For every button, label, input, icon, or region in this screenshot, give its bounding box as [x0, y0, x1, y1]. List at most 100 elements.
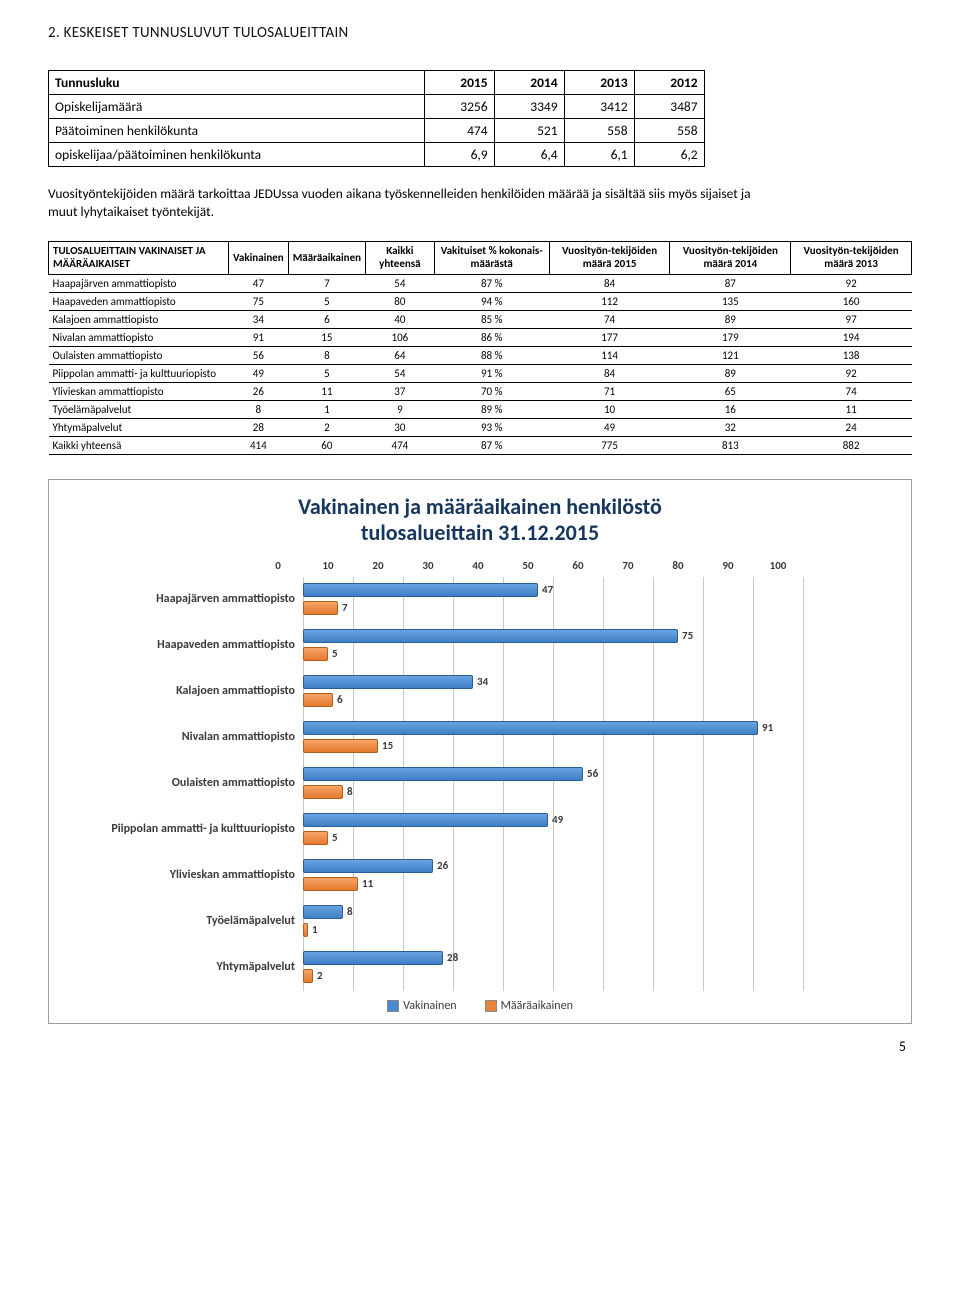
detail-head-c4: Vuosityön-tekijöiden määrä 2015 — [549, 242, 670, 274]
bar-vakinainen — [303, 767, 583, 781]
bar-value-vakinainen: 56 — [583, 767, 598, 781]
detail-head-c3: Vakituiset % kokonais-määrästä — [434, 242, 549, 274]
x-axis: 0102030405060708090100 — [303, 559, 803, 573]
bar-value-maaraaikainen: 2 — [313, 969, 323, 983]
detail-row-label: Yhtymäpalvelut — [49, 418, 229, 436]
detail-cell: 1 — [288, 400, 365, 418]
table-row: Työelämäpalvelut81989 %101611 — [49, 400, 912, 418]
detail-cell: 813 — [670, 436, 791, 454]
detail-head-c1: Määräaikainen — [288, 242, 365, 274]
detail-head-c5: Vuosityön-tekijöiden määrä 2014 — [670, 242, 791, 274]
detail-row-label: Nivalan ammattiopisto — [49, 328, 229, 346]
bar-maaraaikainen — [303, 831, 328, 845]
chart-plot: Haapajärven ammattiopisto477Haapaveden a… — [67, 577, 893, 991]
chart-row: Haapaveden ammattiopisto755 — [67, 623, 893, 669]
detail-cell: 11 — [288, 382, 365, 400]
detail-cell: 70 % — [434, 382, 549, 400]
x-tick: 50 — [503, 559, 553, 572]
chart-row: Haapajärven ammattiopisto477 — [67, 577, 893, 623]
table-row: Oulaisten ammattiopisto5686488 %11412113… — [49, 346, 912, 364]
bar-value-vakinainen: 28 — [443, 951, 458, 965]
table-row: Päätoiminen henkilökunta474521558558 — [49, 119, 705, 143]
bar-maaraaikainen — [303, 969, 313, 983]
bar-value-maaraaikainen: 7 — [338, 601, 348, 615]
x-tick: 10 — [303, 559, 353, 572]
bar-maaraaikainen — [303, 785, 343, 799]
ind-cell: 521 — [494, 119, 564, 143]
bar-maaraaikainen — [303, 739, 378, 753]
table-row: Haapaveden ammattiopisto7558094 %1121351… — [49, 292, 912, 310]
legend-swatch-blue — [387, 1000, 399, 1012]
table-row: Opiskelijamäärä3256334934123487 — [49, 95, 705, 119]
chart-row-label: Haapaveden ammattiopisto — [67, 639, 303, 652]
ind-head-1: 2015 — [424, 71, 494, 95]
chart-row-label: Piippolan ammatti- ja kulttuuriopisto — [67, 823, 303, 836]
table-row: opiskelijaa/päätoiminen henkilökunta6,96… — [49, 143, 705, 167]
detail-cell: 60 — [288, 436, 365, 454]
ind-cell: 558 — [634, 119, 704, 143]
detail-cell: 91 — [229, 328, 289, 346]
bar-vakinainen — [303, 721, 758, 735]
bar-vakinainen — [303, 859, 433, 873]
detail-cell: 26 — [229, 382, 289, 400]
detail-cell: 121 — [670, 346, 791, 364]
detail-cell: 114 — [549, 346, 670, 364]
detail-cell: 5 — [288, 292, 365, 310]
detail-cell: 106 — [366, 328, 435, 346]
chart-row: Kalajoen ammattiopisto346 — [67, 669, 893, 715]
table-row: Haapajärven ammattiopisto4775487 %848792 — [49, 274, 912, 292]
chart-row-label: Ylivieskan ammattiopisto — [67, 869, 303, 882]
detail-cell: 80 — [366, 292, 435, 310]
detail-cell: 49 — [549, 418, 670, 436]
detail-cell: 16 — [670, 400, 791, 418]
x-tick: 70 — [603, 559, 653, 572]
chart-row-label: Yhtymäpalvelut — [67, 961, 303, 974]
detail-cell: 8 — [229, 400, 289, 418]
bar-value-maaraaikainen: 8 — [343, 785, 353, 799]
section-title: 2. KESKEISET TUNNUSLUVUT TULOSALUEITTAIN — [48, 24, 912, 42]
detail-cell: 135 — [670, 292, 791, 310]
detail-cell: 49 — [229, 364, 289, 382]
detail-cell: 54 — [366, 274, 435, 292]
bar-value-vakinainen: 8 — [343, 905, 353, 919]
detail-cell: 54 — [366, 364, 435, 382]
detail-cell: 64 — [366, 346, 435, 364]
detail-cell: 15 — [288, 328, 365, 346]
detail-cell: 85 % — [434, 310, 549, 328]
ind-cell: 6,4 — [494, 143, 564, 167]
detail-row-label: Työelämäpalvelut — [49, 400, 229, 418]
detail-cell: 93 % — [434, 418, 549, 436]
detail-cell: 2 — [288, 418, 365, 436]
detail-cell: 91 % — [434, 364, 549, 382]
x-tick: 80 — [653, 559, 703, 572]
x-tick: 30 — [403, 559, 453, 572]
chart-area: 0102030405060708090100 Haapajärven ammat… — [67, 559, 893, 991]
ind-head-4: 2012 — [634, 71, 704, 95]
table-row: Ylivieskan ammattiopisto26113770 %716574 — [49, 382, 912, 400]
legend-label-blue: Vakinainen — [403, 999, 456, 1013]
bar-value-vakinainen: 49 — [548, 813, 563, 827]
detail-cell: 9 — [366, 400, 435, 418]
ind-head-3: 2013 — [564, 71, 634, 95]
bar-value-vakinainen: 34 — [473, 675, 488, 689]
chart-title-line1: Vakinainen ja määräaikainen henkilöstö — [298, 493, 662, 520]
bar-maaraaikainen — [303, 601, 338, 615]
bar-maaraaikainen — [303, 877, 358, 891]
detail-cell: 89 — [670, 310, 791, 328]
chart-row: Oulaisten ammattiopisto 56 8 — [67, 761, 893, 807]
chart-title-line2: tulosalueittain 31.12.2015 — [361, 519, 599, 546]
ind-cell: 3412 — [564, 95, 634, 119]
detail-cell: 47 — [229, 274, 289, 292]
bar-value-maaraaikainen: 1 — [308, 923, 318, 937]
detail-cell: 775 — [549, 436, 670, 454]
x-tick: 40 — [453, 559, 503, 572]
detail-cell: 882 — [791, 436, 912, 454]
detail-cell: 84 — [549, 274, 670, 292]
detail-cell: 5 — [288, 364, 365, 382]
bar-value-vakinainen: 26 — [433, 859, 448, 873]
ind-cell: 3349 — [494, 95, 564, 119]
chart-title: Vakinainen ja määräaikainen henkilöstö t… — [67, 494, 893, 547]
detail-cell: 138 — [791, 346, 912, 364]
chart-row-label: Haapajärven ammattiopisto — [67, 593, 303, 606]
chart-row-label: Oulaisten ammattiopisto — [67, 777, 303, 790]
